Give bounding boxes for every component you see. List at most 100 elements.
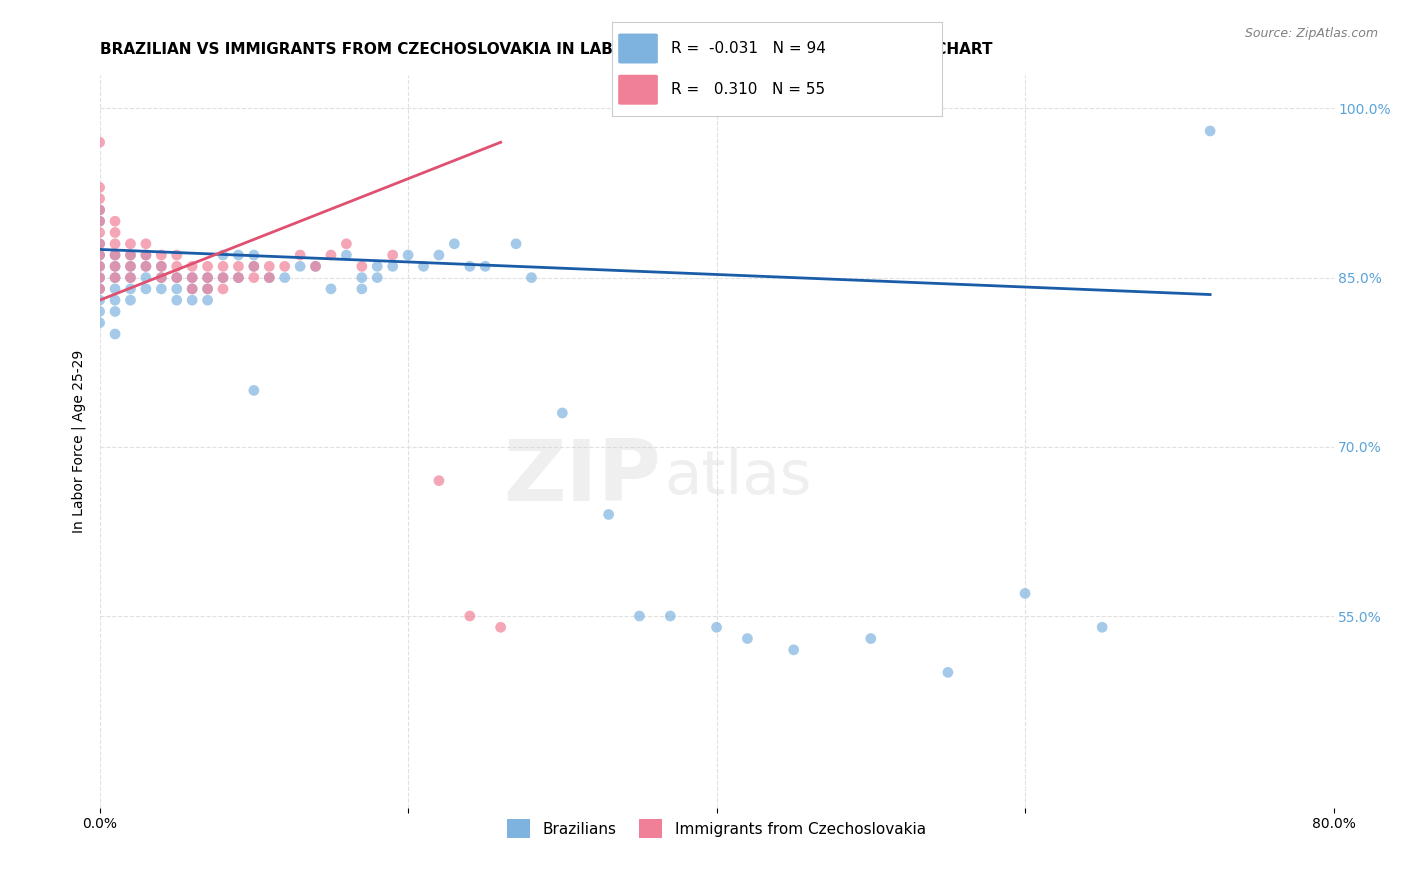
Point bbox=[104, 326, 127, 341]
Point bbox=[120, 248, 142, 262]
Point bbox=[598, 508, 620, 522]
Point bbox=[259, 260, 281, 274]
Point bbox=[228, 270, 250, 285]
Point bbox=[104, 236, 127, 251]
Point bbox=[135, 260, 157, 274]
Point bbox=[104, 304, 127, 318]
Point bbox=[228, 260, 250, 274]
Point bbox=[228, 270, 250, 285]
Point bbox=[350, 282, 373, 296]
Point bbox=[319, 248, 342, 262]
Point bbox=[166, 248, 188, 262]
Point bbox=[89, 236, 111, 251]
Legend: Brazilians, Immigrants from Czechoslovakia: Brazilians, Immigrants from Czechoslovak… bbox=[502, 814, 932, 844]
Point bbox=[104, 214, 127, 228]
Point bbox=[212, 248, 235, 262]
Point bbox=[243, 270, 266, 285]
Point bbox=[104, 248, 127, 262]
Point bbox=[120, 260, 142, 274]
Point bbox=[381, 260, 404, 274]
Point bbox=[1091, 620, 1114, 634]
Point bbox=[166, 282, 188, 296]
Point bbox=[243, 384, 266, 398]
Point bbox=[104, 270, 127, 285]
FancyBboxPatch shape bbox=[619, 75, 658, 104]
Text: BRAZILIAN VS IMMIGRANTS FROM CZECHOSLOVAKIA IN LABOR FORCE | AGE 25-29 CORRELATI: BRAZILIAN VS IMMIGRANTS FROM CZECHOSLOVA… bbox=[100, 42, 993, 58]
Point bbox=[181, 270, 204, 285]
Point bbox=[259, 270, 281, 285]
Text: Source: ZipAtlas.com: Source: ZipAtlas.com bbox=[1244, 27, 1378, 40]
Point bbox=[288, 248, 311, 262]
Point bbox=[427, 248, 450, 262]
Point bbox=[412, 260, 434, 274]
Point bbox=[197, 282, 219, 296]
Point bbox=[135, 282, 157, 296]
Point bbox=[259, 270, 281, 285]
Point bbox=[520, 270, 543, 285]
Point bbox=[212, 270, 235, 285]
Point bbox=[104, 282, 127, 296]
Point bbox=[120, 248, 142, 262]
Point bbox=[197, 282, 219, 296]
Point bbox=[458, 609, 481, 624]
Point bbox=[89, 270, 111, 285]
Point bbox=[166, 270, 188, 285]
Point bbox=[381, 248, 404, 262]
Point bbox=[89, 202, 111, 217]
Point bbox=[659, 609, 682, 624]
Point bbox=[89, 135, 111, 149]
Point bbox=[288, 260, 311, 274]
Point bbox=[197, 270, 219, 285]
Point bbox=[319, 282, 342, 296]
Point bbox=[150, 282, 173, 296]
FancyBboxPatch shape bbox=[619, 34, 658, 63]
Point bbox=[350, 260, 373, 274]
Point bbox=[228, 248, 250, 262]
Point bbox=[474, 260, 496, 274]
Point bbox=[737, 632, 759, 646]
Point bbox=[135, 236, 157, 251]
Point bbox=[89, 260, 111, 274]
Point bbox=[89, 270, 111, 285]
Point bbox=[150, 260, 173, 274]
Point bbox=[366, 270, 388, 285]
Point bbox=[89, 192, 111, 206]
Point bbox=[166, 260, 188, 274]
Point bbox=[783, 643, 806, 657]
Point bbox=[89, 202, 111, 217]
Point bbox=[304, 260, 326, 274]
Text: ZIP: ZIP bbox=[503, 436, 661, 519]
Point bbox=[197, 270, 219, 285]
Point bbox=[859, 632, 882, 646]
Point bbox=[166, 293, 188, 308]
Point bbox=[150, 260, 173, 274]
Point bbox=[243, 260, 266, 274]
Point bbox=[104, 270, 127, 285]
Point bbox=[366, 260, 388, 274]
Point bbox=[89, 282, 111, 296]
Point bbox=[135, 260, 157, 274]
Point bbox=[135, 248, 157, 262]
Point bbox=[89, 180, 111, 194]
Point bbox=[89, 236, 111, 251]
Point bbox=[120, 270, 142, 285]
Point bbox=[181, 282, 204, 296]
Point bbox=[181, 282, 204, 296]
Point bbox=[706, 620, 728, 634]
Point bbox=[212, 270, 235, 285]
Point bbox=[104, 260, 127, 274]
Point bbox=[396, 248, 419, 262]
Point bbox=[181, 260, 204, 274]
Point bbox=[150, 248, 173, 262]
Point bbox=[243, 248, 266, 262]
Point bbox=[936, 665, 959, 680]
Point bbox=[166, 270, 188, 285]
Point bbox=[89, 248, 111, 262]
Point bbox=[150, 270, 173, 285]
Point bbox=[273, 270, 295, 285]
Y-axis label: In Labor Force | Age 25-29: In Labor Force | Age 25-29 bbox=[72, 350, 86, 533]
Point bbox=[104, 293, 127, 308]
Point bbox=[135, 270, 157, 285]
Point bbox=[197, 293, 219, 308]
Point bbox=[505, 236, 527, 251]
